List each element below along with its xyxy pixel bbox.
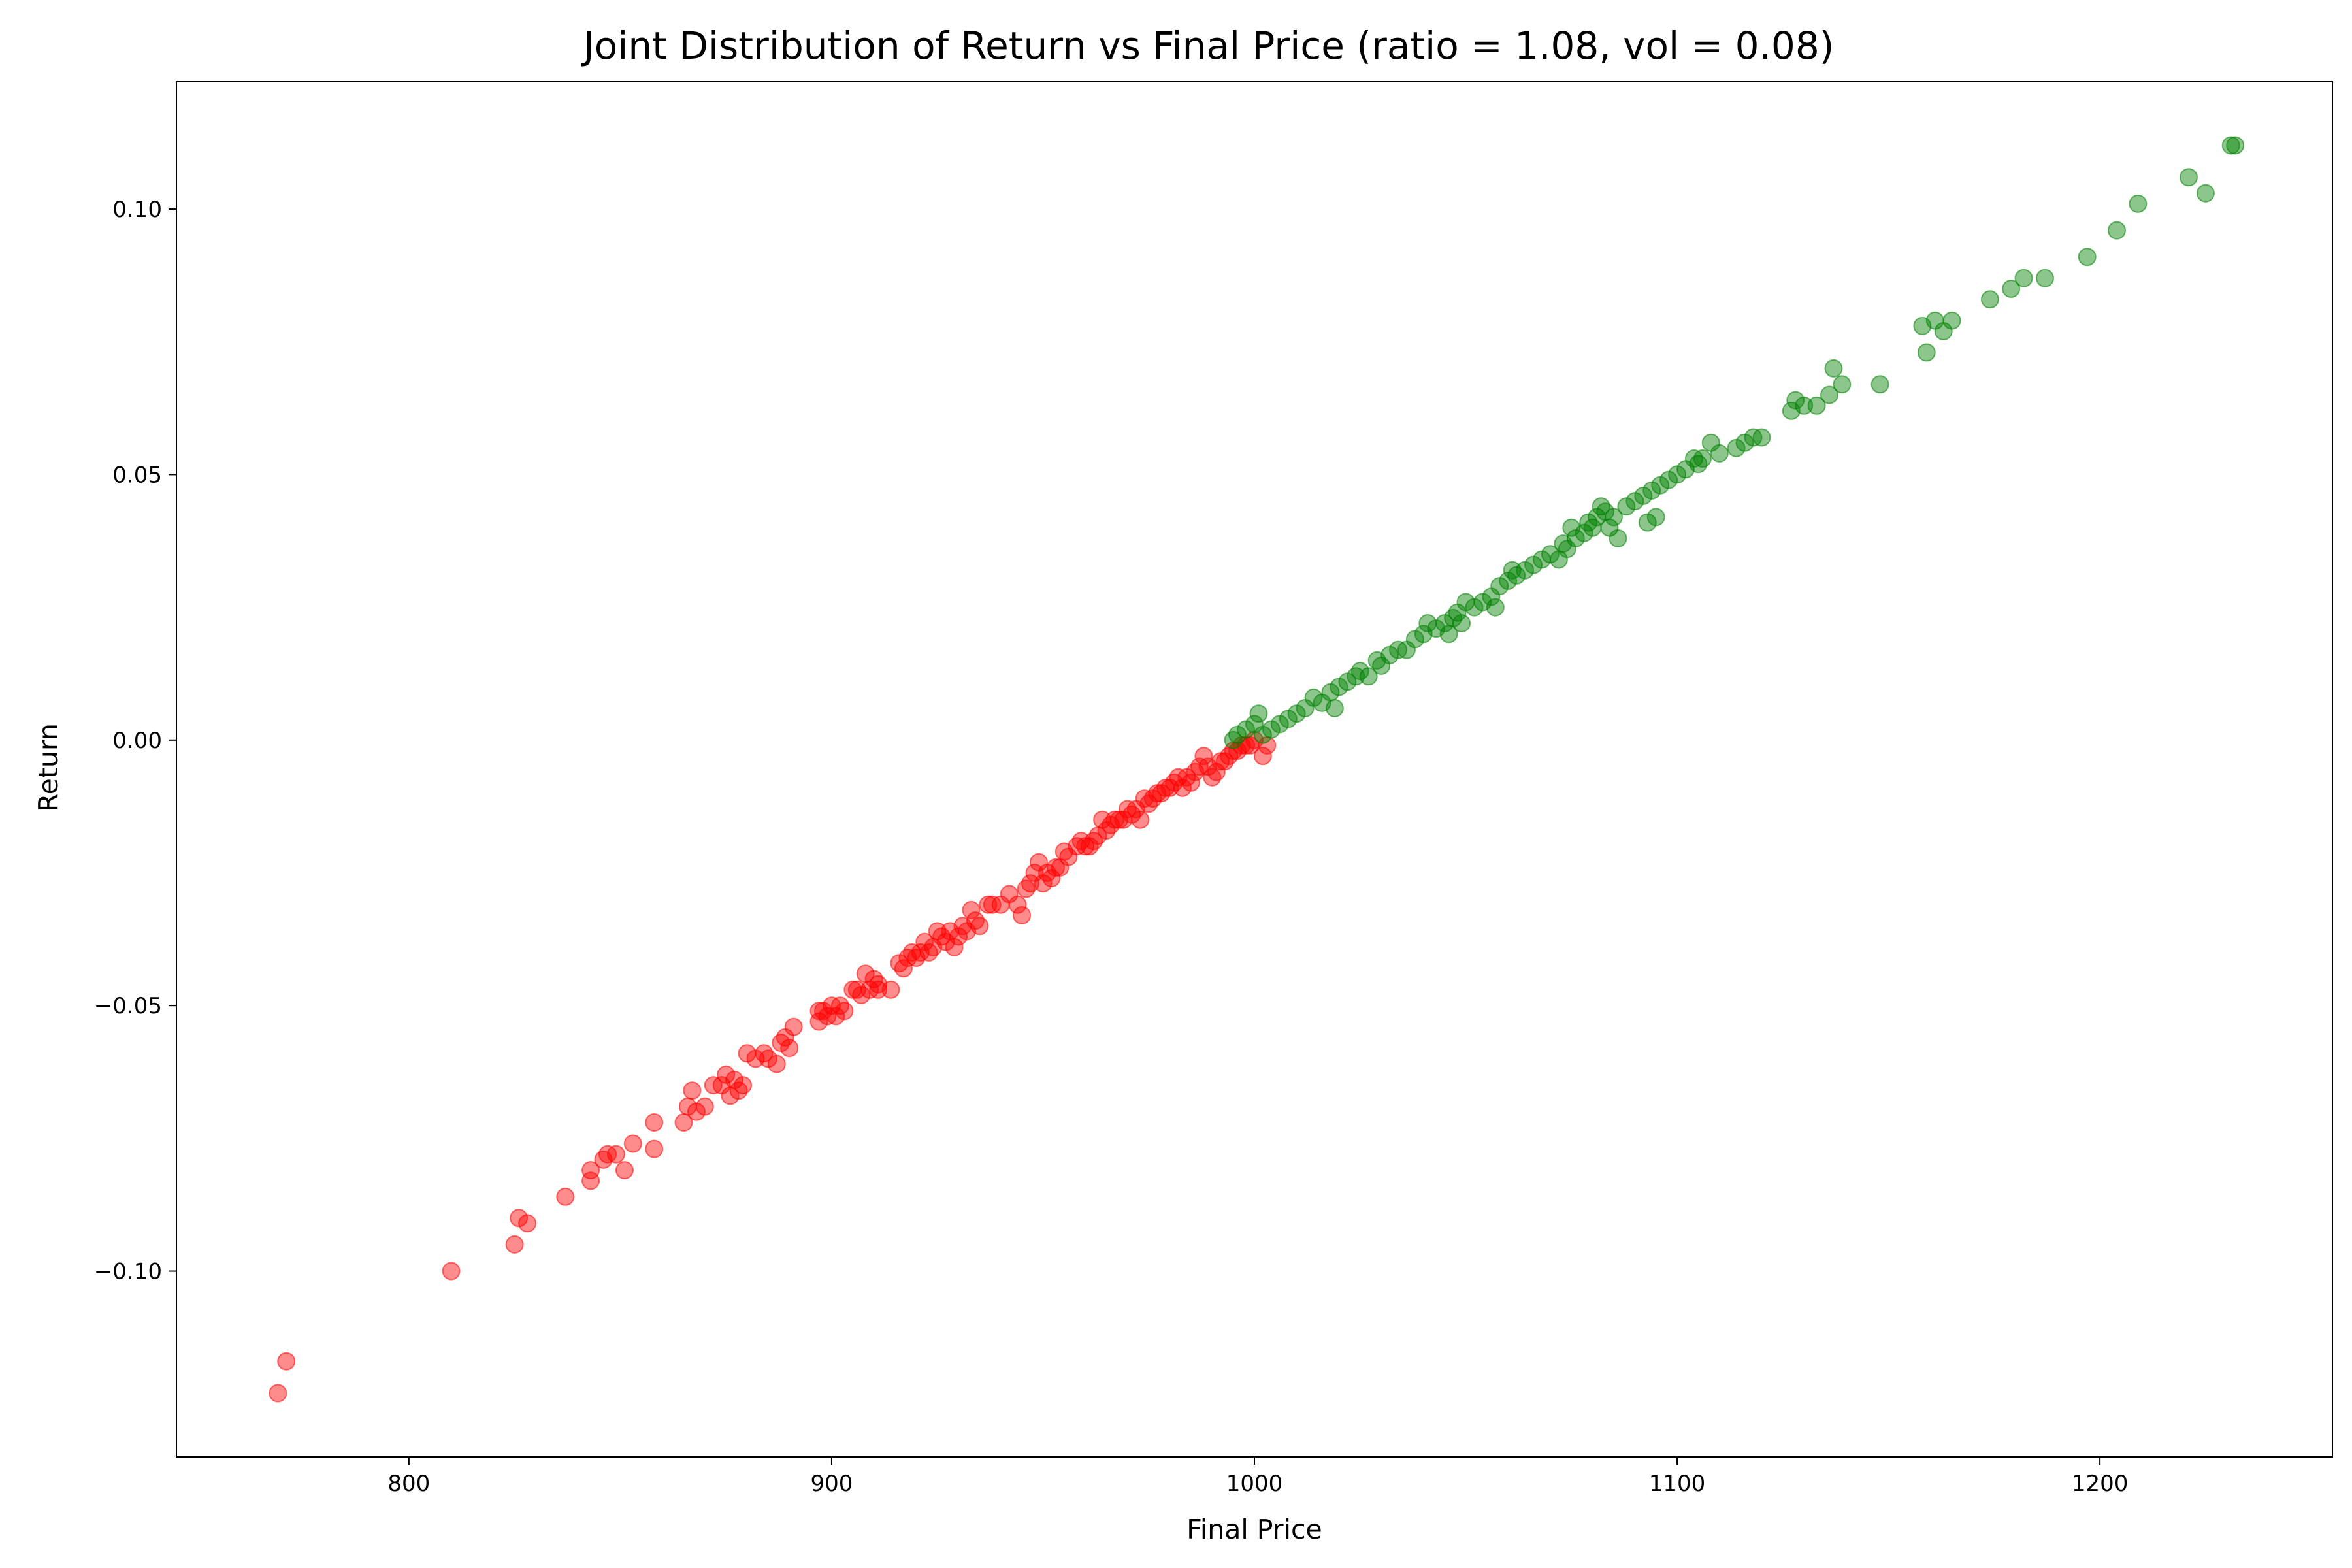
scatter-point [2226, 136, 2245, 155]
scatter-point [269, 1384, 287, 1403]
scatter-point [2221, 136, 2240, 155]
scatter-point [1013, 906, 1032, 924]
scatter-point [869, 980, 888, 999]
scatter-point [2129, 194, 2148, 213]
y-tick-label: −0.05 [94, 993, 162, 1019]
x-tick-label: 1000 [1226, 1471, 1283, 1497]
scatter-point [835, 1002, 854, 1021]
scatter-point [979, 895, 998, 914]
scatter-point [734, 1076, 753, 1095]
scatter-point [556, 1187, 575, 1206]
scatter-point [1980, 290, 1999, 309]
scatter-point [1752, 428, 1771, 447]
scatter-point [2196, 184, 2215, 203]
x-tick-label: 1200 [2072, 1471, 2129, 1497]
scatter-point [1646, 508, 1665, 527]
scatter-point [505, 1235, 524, 1254]
scatter-point [1710, 444, 1729, 463]
scatter-point [2078, 248, 2097, 267]
scatter-point [780, 1039, 799, 1058]
scatter-point [645, 1113, 664, 1132]
scatter-point [962, 900, 981, 919]
scatter-point [945, 938, 964, 956]
scatter-point [581, 1171, 600, 1190]
scatter-point [1253, 747, 1272, 766]
scatter-point [615, 1161, 634, 1180]
scatter-point [1820, 385, 1838, 404]
y-tick-label: 0.00 [112, 728, 162, 754]
scatter-point [2180, 168, 2198, 187]
plot-area-frame [176, 81, 2333, 1458]
x-tick-label: 900 [810, 1471, 853, 1497]
y-axis-label: Return [33, 723, 64, 812]
scatter-point [1181, 773, 1200, 792]
scatter-point [894, 959, 913, 978]
scatter-point [1807, 396, 1826, 415]
scatter-point [683, 1081, 702, 1100]
scatter-point [1046, 858, 1065, 877]
scatter-point [695, 1097, 714, 1116]
scatter-point [518, 1214, 537, 1233]
scatter-point [970, 917, 989, 936]
y-tick-label: 0.10 [112, 197, 162, 223]
scatter-point [1131, 810, 1150, 829]
scatter-point [1452, 614, 1471, 632]
scatter-point [645, 1139, 664, 1158]
y-axis-ticks: 0.10 0.05 0.00 −0.05 −0.10 [94, 197, 176, 1285]
scatter-point [1942, 311, 1961, 330]
scatter-point [277, 1352, 296, 1371]
scatter-point [606, 1145, 625, 1164]
scatter-points [269, 136, 2245, 1403]
scatter-point [623, 1134, 642, 1153]
scatter-point [1824, 359, 1843, 378]
scatter-point [2002, 280, 2021, 298]
scatter-point [1795, 396, 1814, 415]
scatter-point [1021, 874, 1040, 893]
x-axis-ticks: 800 900 1000 1100 1200 [387, 1457, 2128, 1497]
chart-title: Joint Distribution of Return vs Final Pr… [581, 24, 1835, 68]
scatter-point [767, 1054, 786, 1073]
y-tick-label: −0.10 [94, 1259, 162, 1285]
scatter-point [1194, 747, 1213, 766]
scatter-point [1605, 508, 1623, 527]
scatter-point [2014, 269, 2033, 287]
scatter-point [1917, 343, 1936, 362]
scatter-point [442, 1262, 461, 1281]
x-tick-label: 800 [387, 1471, 430, 1497]
scatter-point [1008, 895, 1027, 914]
scatter-point [2108, 221, 2126, 240]
y-tick-label: 0.05 [112, 462, 162, 488]
scatter-point [1486, 598, 1505, 617]
scatter-point [1325, 699, 1344, 717]
scatter-point [1609, 529, 1627, 547]
x-axis-label: Final Price [1186, 1514, 1322, 1545]
x-tick-label: 1100 [1649, 1471, 1706, 1497]
scatter-point [1870, 375, 1889, 394]
scatter-point [1833, 375, 1852, 394]
scatter-point [1249, 704, 1268, 723]
scatter-point [881, 980, 900, 999]
scatter-point [784, 1017, 803, 1036]
scatter-point [2036, 269, 2054, 287]
scatter-point [581, 1161, 600, 1180]
scatter-point [1693, 449, 1712, 468]
scatter-point [1359, 667, 1378, 686]
